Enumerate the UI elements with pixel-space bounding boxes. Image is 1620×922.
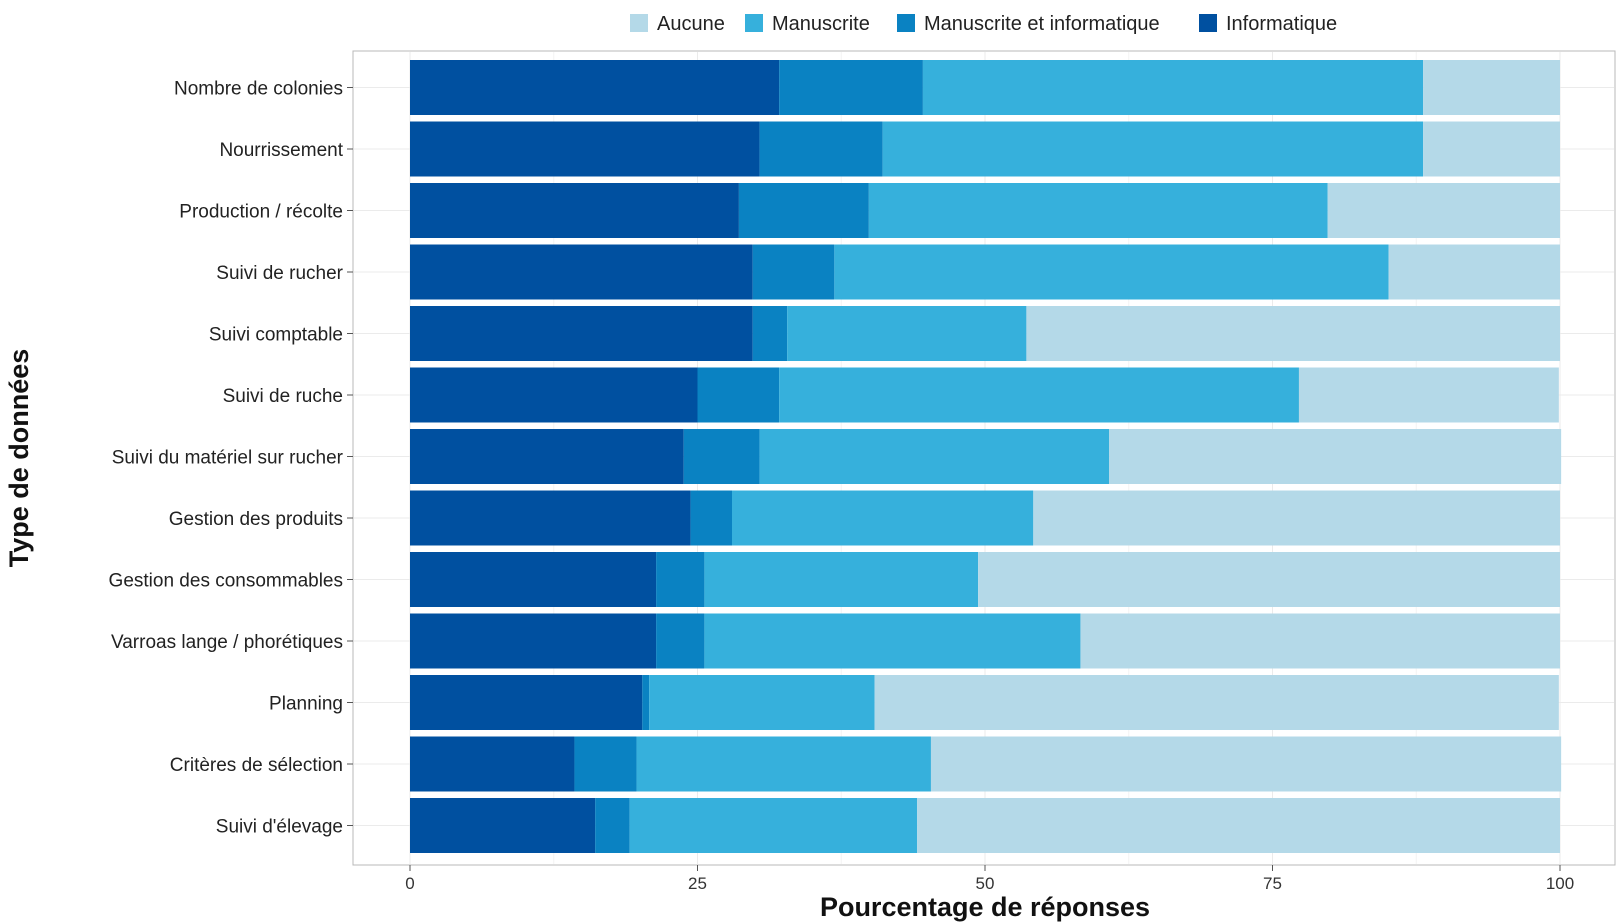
bar-segment xyxy=(656,613,705,669)
bar-segment xyxy=(868,183,1328,238)
y-tick-label: Suivi comptable xyxy=(209,325,343,346)
bar-segment xyxy=(779,60,923,115)
legend-swatch xyxy=(745,14,763,32)
bar-segment xyxy=(410,675,643,730)
y-tick-label: Gestion des produits xyxy=(169,509,343,530)
bar-segment xyxy=(574,736,637,792)
x-axis-title: Pourcentage de réponses xyxy=(820,892,1150,922)
bar-segment xyxy=(410,552,657,607)
y-tick-label: Suivi du matériel sur rucher xyxy=(112,448,344,469)
bars xyxy=(410,60,1562,853)
y-tick-label: Nombre de colonies xyxy=(174,79,343,100)
legend-swatch xyxy=(897,14,915,32)
y-tick-label: Suivi de rucher xyxy=(216,263,343,284)
bar-segment xyxy=(874,675,1559,730)
bar-segment xyxy=(410,490,691,546)
y-tick-label: Nourrissement xyxy=(219,140,343,161)
x-axis: 0 25 50 75 100 xyxy=(405,865,1574,893)
y-tick-label: Suivi de ruche xyxy=(223,386,343,407)
legend: Aucune Manuscrite Manuscrite et informatiq… xyxy=(630,13,1337,35)
legend-label: Informatique xyxy=(1226,13,1337,35)
bar-segment xyxy=(834,244,1389,300)
bar-segment xyxy=(1298,367,1559,423)
y-tick-label: Gestion des consommables xyxy=(109,571,343,592)
y-tick-label: Production / récolte xyxy=(179,202,343,223)
bar-segment xyxy=(1423,121,1560,177)
bar-segment xyxy=(779,367,1299,423)
bar-segment xyxy=(1080,613,1560,669)
x-tick-label: 25 xyxy=(688,874,707,893)
bar-segment xyxy=(690,490,732,546)
bar-segment xyxy=(683,429,760,484)
bar-segment xyxy=(882,121,1424,177)
x-tick-label: 0 xyxy=(405,874,414,893)
bar-segment xyxy=(1109,429,1562,484)
y-axis: Nombre de colonies Nourrissement Productio… xyxy=(109,79,353,838)
legend-label: Aucune xyxy=(657,13,725,35)
bar-segment xyxy=(595,798,630,853)
y-tick-label: Varroas lange / phorétiques xyxy=(111,632,343,653)
bar-segment xyxy=(1388,244,1560,300)
bar-segment xyxy=(629,798,918,853)
bar-segment xyxy=(1033,490,1560,546)
bar-segment xyxy=(410,244,753,300)
bar-segment xyxy=(978,552,1560,607)
bar-segment xyxy=(759,121,883,177)
legend-swatch xyxy=(630,14,648,32)
bar-segment xyxy=(410,121,760,177)
bar-segment xyxy=(752,244,835,300)
bar-segment xyxy=(1423,60,1560,115)
bar-segment xyxy=(410,429,684,484)
x-tick-label: 75 xyxy=(1263,874,1282,893)
bar-segment xyxy=(752,306,788,361)
bar-segment xyxy=(410,736,575,792)
bar-segment xyxy=(697,367,780,423)
bar-segment xyxy=(1327,183,1560,238)
bar-segment xyxy=(1026,306,1560,361)
bar-segment xyxy=(410,367,698,423)
y-axis-title: Type de données xyxy=(4,349,34,568)
bar-segment xyxy=(738,183,869,238)
y-tick-label: Planning xyxy=(269,694,343,715)
bar-segment xyxy=(917,798,1560,853)
x-tick-label: 100 xyxy=(1546,874,1574,893)
bar-segment xyxy=(636,736,931,792)
bar-segment xyxy=(410,60,780,115)
bar-segment xyxy=(759,429,1110,484)
legend-swatch xyxy=(1199,14,1217,32)
bar-segment xyxy=(642,675,650,730)
bar-segment xyxy=(704,552,979,607)
bar-segment xyxy=(704,613,1081,669)
x-tick-label: 50 xyxy=(976,874,995,893)
bar-segment xyxy=(930,736,1562,792)
bar-segment xyxy=(732,490,1034,546)
y-tick-label: Suivi d'élevage xyxy=(216,817,343,838)
bar-segment xyxy=(649,675,875,730)
bar-segment xyxy=(410,798,596,853)
bar-segment xyxy=(410,306,753,361)
bar-segment xyxy=(787,306,1027,361)
legend-label: Manuscrite xyxy=(772,13,870,35)
legend-label: Manuscrite et informatique xyxy=(924,13,1160,35)
bar-segment xyxy=(922,60,1424,115)
bar-segment xyxy=(410,613,657,669)
bar-segment xyxy=(410,183,739,238)
bar-segment xyxy=(656,552,705,607)
y-tick-label: Critères de sélection xyxy=(170,755,343,776)
